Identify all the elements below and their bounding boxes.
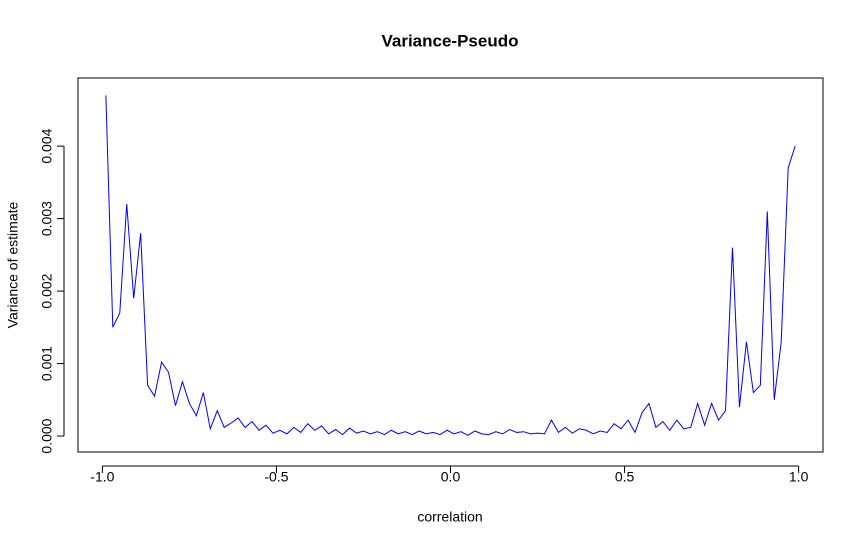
x-tick-label: -0.5 — [264, 469, 288, 485]
x-axis-label: correlation — [417, 509, 482, 525]
x-tick-label: 0.0 — [441, 469, 461, 485]
y-axis-label: Variance of estimate — [5, 202, 21, 329]
y-tick-label: 0.000 — [39, 418, 55, 453]
data-line — [105, 95, 796, 436]
y-tick-label: 0.004 — [39, 128, 55, 163]
plot-frame — [77, 77, 824, 453]
y-tick-label: 0.003 — [39, 201, 55, 236]
x-tick-label: 1.0 — [789, 469, 809, 485]
x-tick-label: 0.5 — [615, 469, 635, 485]
x-tick-label: -1.0 — [90, 469, 114, 485]
y-tick-label: 0.001 — [39, 346, 55, 381]
y-tick-label: 0.002 — [39, 273, 55, 308]
chart-title: Variance-Pseudo — [381, 31, 518, 50]
